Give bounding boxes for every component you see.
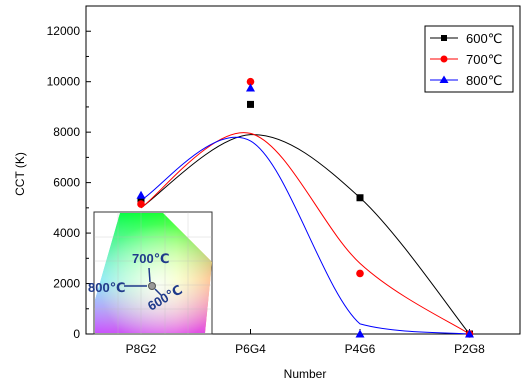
y-tick-label-2000: 2000 bbox=[53, 277, 80, 291]
inset-label-700: 700℃ bbox=[132, 251, 169, 266]
legend-label-800: 800℃ bbox=[466, 73, 502, 88]
point-1-P4G6 bbox=[356, 269, 364, 278]
y-tick-label-12000: 12000 bbox=[47, 24, 81, 38]
point-0-P6G4 bbox=[247, 100, 254, 108]
y-axis-title: CCT (K) bbox=[13, 152, 27, 196]
y-tick-label-8000: 8000 bbox=[53, 125, 80, 139]
fit-curve-0 bbox=[140, 134, 470, 335]
y-tick-label-10000: 10000 bbox=[47, 75, 81, 89]
inset-arrow-700 bbox=[148, 267, 151, 283]
point-1-P6G4 bbox=[246, 77, 255, 86]
point-2-P2G8 bbox=[465, 329, 474, 338]
legend-item-700: 700℃ bbox=[430, 52, 502, 67]
inset-label-800: 800℃ bbox=[88, 280, 125, 295]
legend-item-800: 800℃ bbox=[430, 73, 502, 88]
fit-curve-1 bbox=[140, 132, 470, 335]
x-tick-label-P4G6: P4G6 bbox=[345, 342, 376, 356]
point-2-P4G6 bbox=[355, 329, 365, 338]
legend-label-700: 700℃ bbox=[466, 52, 502, 67]
legend-item-600: 600℃ bbox=[430, 31, 502, 46]
plot-frame bbox=[85, 5, 521, 335]
inset-arrow-600 bbox=[154, 288, 163, 297]
y-tick-label-6000: 6000 bbox=[53, 176, 80, 190]
x-tick-label-P8G2: P8G2 bbox=[126, 342, 157, 356]
x-axis-title: Number bbox=[284, 367, 327, 381]
y-tick-label-0: 0 bbox=[73, 327, 80, 341]
fit-curve-2 bbox=[140, 136, 470, 335]
point-1-P8G2 bbox=[137, 200, 145, 208]
inset-chromaticity: 700℃ 800℃ 600℃ bbox=[88, 211, 213, 335]
y-tick-label-4000: 4000 bbox=[53, 226, 80, 240]
x-tick-label-P2G8: P2G8 bbox=[454, 342, 485, 356]
legend-label-600: 600℃ bbox=[466, 31, 502, 46]
inset-point-cluster bbox=[148, 282, 156, 290]
point-2-P6G4 bbox=[246, 83, 255, 92]
point-0-P4G6 bbox=[356, 194, 364, 202]
x-tick-label-P6G4: P6G4 bbox=[235, 342, 266, 356]
legend: 600℃ 700℃ 800℃ bbox=[424, 25, 514, 93]
point-2-P8G2 bbox=[136, 190, 146, 199]
